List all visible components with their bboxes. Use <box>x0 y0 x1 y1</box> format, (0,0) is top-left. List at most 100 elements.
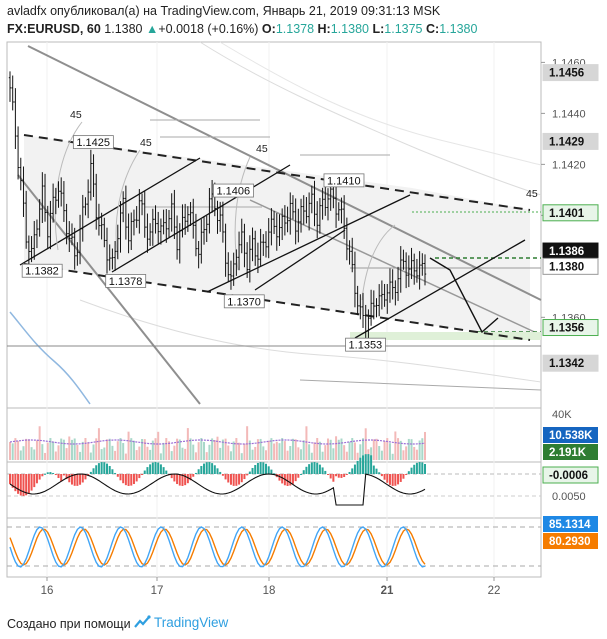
volume-bar <box>375 438 378 460</box>
macd-histogram-bar <box>111 469 114 474</box>
price-annotation: 1.1378 <box>109 276 143 288</box>
price-badge <box>542 319 599 337</box>
volume-bar <box>14 438 17 460</box>
macd-histogram-bar <box>68 474 71 483</box>
volume-bar <box>200 438 203 460</box>
macd-histogram-bar <box>364 454 367 474</box>
macd-histogram-bar <box>310 462 313 474</box>
volume-badge <box>543 444 598 460</box>
price-tick-label: 1.1420 <box>552 159 586 171</box>
macd-histogram-bar <box>197 469 200 474</box>
chart-header: avladfx опубликовал(а) на TradingView.co… <box>0 0 607 40</box>
macd-histogram-bar <box>54 474 57 476</box>
macd-histogram-bar <box>265 463 268 474</box>
macd-histogram-bar <box>297 474 300 478</box>
volume-badge-label: 10.538K <box>549 430 593 442</box>
volume-bar <box>397 438 400 460</box>
volume-bar <box>278 443 281 460</box>
macd-histogram-bar <box>235 474 238 486</box>
volume-bar <box>340 438 343 460</box>
price-annotation-box <box>345 337 386 352</box>
volume-bar <box>46 442 49 460</box>
price-change: +0.0018 (+0.16%) <box>158 22 259 36</box>
macd-histogram-bar <box>421 462 424 474</box>
volume-bar <box>370 447 373 460</box>
macd-histogram-bar <box>57 474 60 479</box>
macd-histogram-bar <box>124 474 127 486</box>
volume-bar <box>73 438 76 460</box>
macd-histogram-bar <box>127 474 130 486</box>
volume-bar <box>270 438 273 460</box>
volume-bar <box>359 444 362 460</box>
volume-bar <box>65 448 68 460</box>
volume-bar <box>79 451 82 460</box>
macd-histogram-bar <box>95 465 98 474</box>
volume-bar <box>424 431 426 460</box>
volume-bar <box>211 438 214 460</box>
macd-histogram-bar <box>362 455 365 474</box>
macd-histogram-bar <box>89 471 92 474</box>
macd-histogram-bar <box>224 474 227 480</box>
volume-bar <box>189 438 192 460</box>
macd-histogram-bar <box>305 466 308 474</box>
volume-bar <box>17 440 20 460</box>
price-badge-label: 1.1401 <box>549 208 585 220</box>
volume-bar <box>394 431 397 460</box>
volume-bar <box>41 444 44 460</box>
volume-bar <box>380 450 383 460</box>
macd-histogram-bar <box>14 474 17 492</box>
macd-histogram-bar <box>162 467 165 474</box>
macd-histogram-bar <box>318 464 321 474</box>
macd-histogram-bar <box>270 469 273 474</box>
volume-bar <box>159 453 162 460</box>
macd-histogram-bar <box>300 473 303 475</box>
open-label: O: <box>261 22 276 36</box>
macd-histogram-bar <box>17 474 20 494</box>
price-annotation-box <box>21 263 63 278</box>
macd-histogram-bar <box>122 474 125 484</box>
volume-bar <box>227 445 230 460</box>
volume-bar <box>348 441 351 460</box>
price-annotation: 1.1410 <box>327 175 361 187</box>
time-tick-label: 21 <box>381 585 394 597</box>
high-value: 1.1380 <box>330 22 369 36</box>
volume-bar <box>22 446 25 460</box>
open-value: 1.1378 <box>275 22 315 36</box>
macd-histogram-bar <box>151 462 154 474</box>
volume-bar <box>49 438 52 460</box>
macd-histogram-bar <box>227 474 230 483</box>
tradingview-logo-icon <box>134 615 151 628</box>
envelope-upper <box>199 41 542 196</box>
trend-line-bottom <box>299 379 542 391</box>
macd-histogram-bar <box>22 474 25 496</box>
stoch-badge-label: 80.2930 <box>549 536 591 548</box>
macd-histogram-bar <box>192 474 195 477</box>
volume-bar <box>421 438 424 460</box>
macd-histogram-bar <box>405 474 408 476</box>
volume-bar <box>289 446 292 460</box>
angle-arc-1 <box>54 121 83 251</box>
chart-canvas[interactable]: 1.1425 1.1406 1.1410 1.1382 1.1378 1.1370 1.13… <box>0 0 607 607</box>
macd-histogram-bar <box>313 462 316 474</box>
tradingview-logo[interactable]: TradingView <box>134 615 228 630</box>
macd-histogram-bar <box>73 474 76 486</box>
volume-bar <box>62 439 65 460</box>
macd-histogram-bar <box>184 474 187 486</box>
macd-histogram-bar <box>388 474 391 485</box>
volume-bar <box>149 449 152 460</box>
volume-bar <box>216 436 219 460</box>
volume-bar <box>68 436 71 460</box>
time-tick-label: 17 <box>151 585 164 597</box>
macd-histogram-bar <box>356 460 359 474</box>
time-tick-label: 16 <box>41 585 54 597</box>
volume-bar <box>399 440 402 460</box>
macd-histogram-bar <box>178 474 181 486</box>
macd-histogram-bar <box>84 474 87 480</box>
volume-bar <box>119 438 122 460</box>
macd-histogram-bar <box>100 462 103 474</box>
volume-bar <box>197 442 200 460</box>
macd-histogram-bar <box>130 474 133 486</box>
macd-histogram-bar <box>205 462 208 474</box>
volume-bar <box>243 443 246 460</box>
price-badge-label: 1.1456 <box>549 68 584 80</box>
